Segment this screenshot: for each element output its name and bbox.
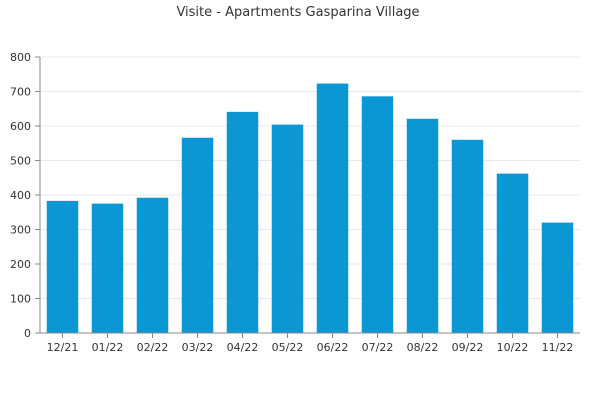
x-tick-label: 01/22 xyxy=(92,341,124,354)
bar xyxy=(316,83,349,333)
x-tick-label: 06/22 xyxy=(317,341,349,354)
x-tick-label: 02/22 xyxy=(137,341,169,354)
x-tick-label: 12/21 xyxy=(47,341,79,354)
bar xyxy=(136,197,169,333)
y-axis-ticks: 0 100 200 300 400 500 600 700 800 xyxy=(10,51,40,340)
y-tick-label: 100 xyxy=(10,293,31,306)
y-tick-label: 800 xyxy=(10,51,31,64)
y-tick-label: 300 xyxy=(10,224,31,237)
grid-lines xyxy=(40,56,580,299)
x-tick-label: 03/22 xyxy=(182,341,214,354)
x-tick-label: 11/22 xyxy=(542,341,574,354)
y-tick-label: 400 xyxy=(10,189,31,202)
bar xyxy=(361,96,394,333)
bar xyxy=(226,111,259,333)
chart-title: Visite - Apartments Gasparina Village xyxy=(176,5,419,20)
x-tick-label: 04/22 xyxy=(227,341,259,354)
y-tick-label: 600 xyxy=(10,120,31,133)
bar xyxy=(406,118,439,333)
bar xyxy=(271,124,304,334)
y-tick-label: 200 xyxy=(10,258,31,271)
x-tick-label: 08/22 xyxy=(407,341,439,354)
x-tick-label: 05/22 xyxy=(272,341,304,354)
bar xyxy=(91,203,124,333)
y-tick-label: 500 xyxy=(10,155,31,168)
x-tick-label: 10/22 xyxy=(497,341,529,354)
y-tick-label: 700 xyxy=(10,86,31,99)
x-tick-label: 09/22 xyxy=(452,341,484,354)
bar xyxy=(451,139,484,333)
bar xyxy=(541,222,574,333)
bar xyxy=(46,200,79,333)
bar xyxy=(181,137,214,333)
y-tick-label: 0 xyxy=(24,327,31,340)
x-tick-label: 07/22 xyxy=(362,341,394,354)
bars xyxy=(46,83,574,334)
x-axis-ticks: 12/21 01/22 02/22 03/22 04/22 05/22 06/22 07/22… xyxy=(47,333,574,354)
bar xyxy=(496,173,529,333)
